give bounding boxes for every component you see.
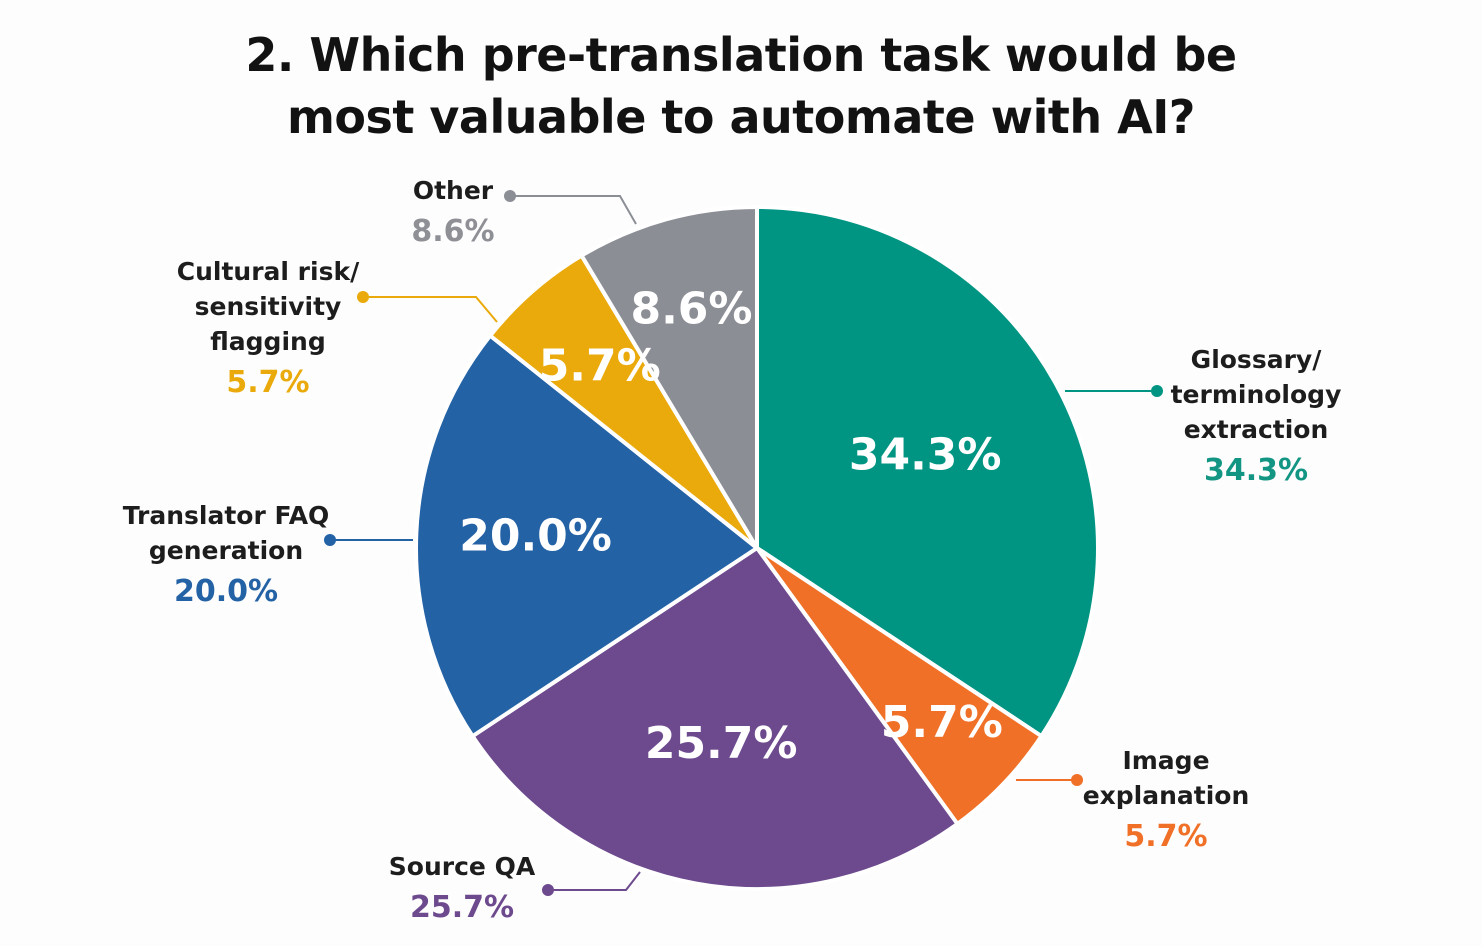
callout-dot-image-explanation: [1071, 774, 1083, 786]
pie-slice-translator-faq-generation: [414, 333, 759, 739]
callout-label-glossary-terminology-extraction: extraction: [1184, 415, 1329, 444]
slice-value-label-other: 8.6%: [630, 283, 752, 334]
callout-leader-line-source-qa: [548, 871, 641, 891]
callout-label-cultural-risk-sensitivity-flagging: sensitivity: [195, 292, 342, 321]
callout-label-translator-faq-generation: generation: [149, 536, 303, 565]
callout-label-glossary-terminology-extraction: terminology: [1171, 380, 1342, 409]
pie-callouts: Glossary/terminology extraction 34.3% Image…: [123, 176, 1342, 925]
callout-label-other: Other: [413, 176, 494, 205]
chart-title: 2. Which pre-translation task would be m…: [0, 24, 1482, 148]
slice-value-label-image-explanation: 5.7%: [881, 697, 1003, 748]
slice-value-label-translator-faq-generation: 20.0%: [459, 510, 612, 561]
callout-label-source-qa: Source QA: [389, 852, 536, 881]
callout-value-other: 8.6%: [411, 214, 494, 249]
callout-dot-source-qa: [542, 884, 554, 896]
callout-label-cultural-risk-sensitivity-flagging: flagging: [210, 327, 325, 356]
pie-slice-source-qa: [470, 546, 960, 891]
callout-label-translator-faq-generation: Translator FAQ: [123, 501, 330, 530]
slice-value-label-source-qa: 25.7%: [645, 718, 798, 769]
callout-value-translator-faq-generation: 20.0%: [174, 574, 278, 609]
callout-value-cultural-risk-sensitivity-flagging: 5.7%: [226, 365, 309, 400]
chart-title-line-2: most valuable to automate with AI?: [287, 90, 1196, 144]
callout-label-image-explanation: explanation: [1083, 781, 1250, 810]
chart-title-line-1: 2. Which pre-translation task would be: [245, 28, 1237, 82]
callout-label-cultural-risk-sensitivity-flagging: Cultural risk/: [177, 257, 360, 286]
callout-value-source-qa: 25.7%: [410, 890, 514, 925]
callout-label-glossary-terminology-extraction: Glossary/: [1191, 345, 1323, 374]
callout-dot-translator-faq-generation: [324, 534, 336, 546]
callout-label-image-explanation: Image: [1122, 746, 1209, 775]
callout-leader-line-other: [510, 195, 637, 225]
callout-value-glossary-terminology-extraction: 34.3%: [1204, 453, 1308, 488]
callout-dot-cultural-risk-sensitivity-flagging: [357, 291, 369, 303]
pie-slice-other: [579, 205, 759, 550]
slice-value-label-glossary-terminology-extraction: 34.3%: [849, 430, 1002, 481]
callout-dot-glossary-terminology-extraction: [1151, 385, 1163, 397]
pie-slices: [414, 205, 1100, 891]
callout-leader-line-cultural-risk-sensitivity-flagging: [363, 296, 498, 323]
callout-value-image-explanation: 5.7%: [1124, 819, 1207, 854]
pie-slice-labels: 34.3% 5.7% 25.7% 20.0% 5.7% 8.6%: [459, 283, 1003, 769]
callout-dot-other: [504, 190, 516, 202]
slice-value-label-cultural-risk-sensitivity-flagging: 5.7%: [539, 340, 661, 391]
